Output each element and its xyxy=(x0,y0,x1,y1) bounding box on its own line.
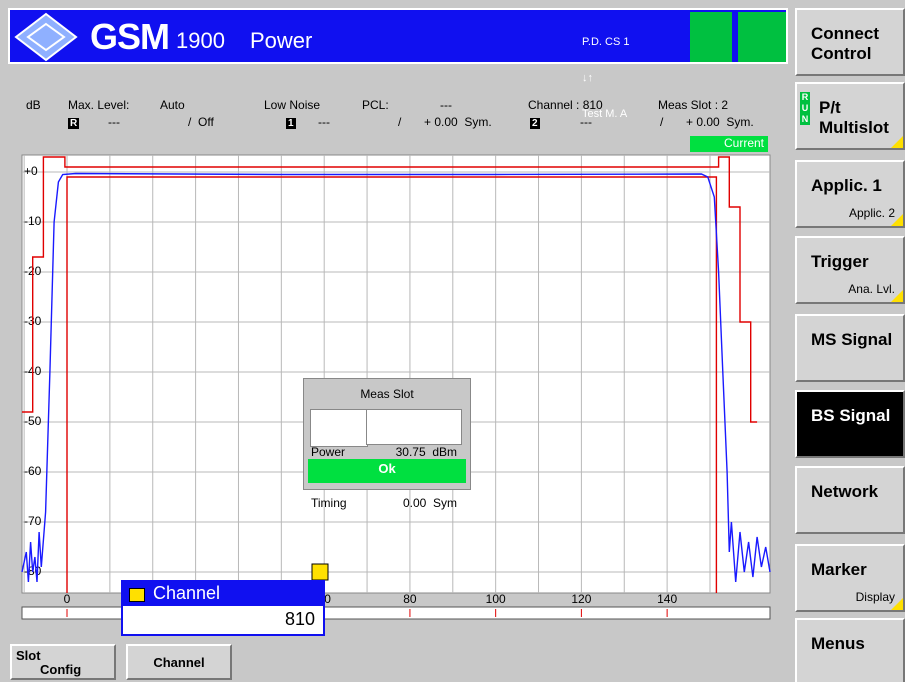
value: Auto xyxy=(160,98,185,112)
value: + 0.00 Sym. xyxy=(424,115,492,129)
softkey[interactable]: MS Signal xyxy=(795,314,905,382)
trace-line xyxy=(22,156,758,423)
marker-icon: 1 xyxy=(286,118,296,129)
status-line: ↓↑ xyxy=(582,72,593,84)
trace-line xyxy=(21,172,771,583)
softkey[interactable]: P/t Multislot RUN xyxy=(795,82,905,150)
softkey[interactable]: Network xyxy=(795,466,905,534)
band: 1900 xyxy=(176,28,225,53)
status: P.D. CS 1 ↓↑ Test M. A xyxy=(582,12,682,120)
row-value: 0.00 Sym xyxy=(402,496,457,510)
x-tick-label: 120 xyxy=(571,592,591,606)
value: / xyxy=(660,115,664,129)
bottom-key-sub: Config xyxy=(40,662,82,677)
plot-area xyxy=(21,154,771,594)
value: --- xyxy=(580,115,592,129)
y-tick-label: +0 xyxy=(24,164,38,178)
channel-value[interactable]: 810 xyxy=(284,609,315,629)
softkey-label: Network xyxy=(811,482,879,501)
y-tick-label: -60 xyxy=(24,464,42,478)
channel-icon xyxy=(129,588,145,602)
marker-1: 1 xyxy=(286,115,296,129)
trace-line xyxy=(66,176,718,593)
bottom-key-label: Channel xyxy=(153,655,205,670)
y-tick-label: -10 xyxy=(24,214,42,228)
row-label: Timing xyxy=(311,496,347,510)
value: + 0.00 Sym. xyxy=(686,115,754,129)
unit: dB xyxy=(26,98,41,112)
softkey[interactable]: Trigger Ana. Lvl. xyxy=(795,236,905,304)
marker-r: R xyxy=(68,115,80,129)
dialog-title: Meas Slot xyxy=(360,387,414,401)
softkey-label: Applic. 1 xyxy=(811,176,882,195)
hand-icon xyxy=(738,12,786,62)
value: Low Noise xyxy=(264,98,321,112)
channel-title: Channel xyxy=(153,583,221,603)
x-tick-label: 0 xyxy=(64,592,71,606)
marker-q xyxy=(311,563,329,581)
system: GSM xyxy=(90,16,170,57)
softkey-label: Menus xyxy=(811,634,865,653)
value: --- xyxy=(108,115,120,129)
power-plot: +0-10-20-30-40-50-60-70-8002040608010012… xyxy=(21,154,771,620)
row-values: 30.75 dBm 0.00 Sym xyxy=(366,409,462,510)
y-tick-label: -70 xyxy=(24,514,42,528)
ok-button[interactable]: Ok xyxy=(308,459,466,483)
value: Channel : 810 xyxy=(528,98,603,112)
x-tick-label: 80 xyxy=(403,592,417,606)
softkey-marker xyxy=(891,136,903,148)
x-tick-label: 100 xyxy=(486,592,506,606)
value: --- xyxy=(318,115,330,129)
row-label: Power xyxy=(311,445,346,459)
row-value: 30.75 dBm xyxy=(395,445,457,459)
bottom-key-label: Slot xyxy=(16,648,41,663)
softkey-sub: Ana. Lvl. xyxy=(848,282,895,296)
status-line: P.D. CS 1 xyxy=(582,36,630,48)
softkey-label: Marker xyxy=(811,560,867,579)
marker-icon: 2 xyxy=(530,118,540,129)
softkey-sub: Display xyxy=(855,590,895,604)
phone-icon xyxy=(690,12,732,62)
title: Power xyxy=(250,28,313,53)
status-line: Test M. A xyxy=(582,108,628,120)
softkey-label: BS Signal xyxy=(811,406,891,425)
value: / Off xyxy=(188,115,214,129)
softkey[interactable]: BS Signal xyxy=(795,390,905,458)
softkey[interactable]: Applic. 1 Applic. 2 xyxy=(795,160,905,228)
y-tick-label: -50 xyxy=(24,414,42,428)
softkey-label: Connect Control xyxy=(811,24,879,63)
label: PCL: xyxy=(362,98,389,112)
value: --- xyxy=(440,98,452,112)
softkey-label: Trigger xyxy=(811,252,869,271)
softkey[interactable]: Marker Display xyxy=(795,544,905,612)
softkey-marker xyxy=(891,214,903,226)
marker-2: 2 xyxy=(530,115,540,129)
softkey[interactable]: Menus xyxy=(795,618,905,682)
bottom-key[interactable]: Slot Config xyxy=(10,644,116,680)
meas-dialog: Meas Slot Power Timing 30.75 dBm 0.00 Sy… xyxy=(303,378,471,510)
softkey-marker xyxy=(891,290,903,302)
label: Max. Level: xyxy=(68,98,130,112)
softkey-label: P/t Multislot xyxy=(819,98,889,137)
bottom-key[interactable]: Channel xyxy=(126,644,232,680)
run-indicator: RUN xyxy=(800,92,810,125)
softkey-sub: Applic. 2 xyxy=(848,206,895,220)
value: Meas Slot : 2 xyxy=(658,98,729,112)
logo xyxy=(14,12,78,62)
current-tag: Current xyxy=(690,136,768,152)
softkey-marker xyxy=(891,598,903,610)
softkey[interactable]: Connect Control xyxy=(795,8,905,76)
softkey-label: MS Signal xyxy=(811,330,893,349)
channel-title-bar xyxy=(123,582,323,606)
value: / xyxy=(398,115,402,129)
row-labels: Power Timing xyxy=(310,409,368,510)
marker-icon: R xyxy=(68,118,80,129)
x-tick-label: 140 xyxy=(657,592,677,606)
channel-dialog: Channel 810 xyxy=(121,580,325,636)
